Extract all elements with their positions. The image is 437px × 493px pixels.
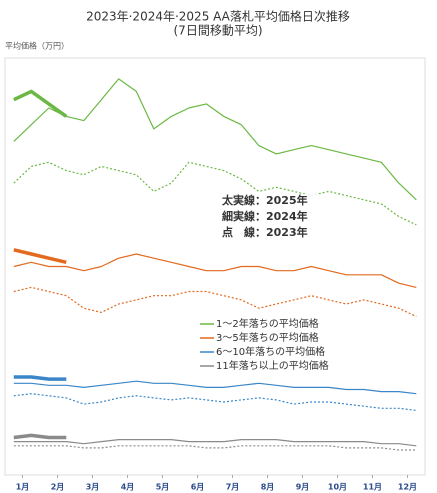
line-series [13,248,67,265]
x-tick-label: 12月 [398,483,417,492]
line-series [13,439,417,447]
legend-box [196,316,376,376]
x-tick-label: 9月 [296,483,310,492]
line-series [13,78,417,201]
line-series [13,161,417,226]
annotation-bg [220,210,320,224]
annotation: 細実線：2024年 [222,209,308,223]
x-tick-label: 3月 [86,483,100,492]
x-tick-label: 8月 [261,483,275,492]
x-tick-label: 10月 [328,483,347,492]
subtitle: (7日間移動平均) [174,24,263,38]
annotation-bg [220,226,320,240]
legend-label: 6～10年落ちの平均価格 [216,345,325,358]
x-tick-label: 7月 [226,483,240,492]
line-series [13,445,417,451]
line-series [13,253,417,288]
legend-label: 3～5年落ちの平均価格 [216,331,319,344]
x-tick-label: 6月 [191,483,205,492]
annotation: 太実線：2025年 [221,193,308,207]
y-axis-label: 平均価格（万円） [5,41,69,51]
x-tick-label: 5月 [156,483,170,492]
x-tick-label: 4月 [121,483,135,492]
x-tick-label: 11月 [363,483,382,492]
subtitle: 2023年·2024年·2025 AA落札平均価格日次推移 [86,9,350,24]
legend-label: 11年落ち以上の平均価格 [216,359,329,372]
line-series [13,433,67,440]
line-series [13,375,67,381]
line-series [13,393,417,411]
annotation-bg [220,194,320,208]
annotation: 点 線：2023年 [222,225,308,239]
legend-label: 1～2年落ちの平均価格 [216,317,319,330]
x-tick-label: 1月 [16,483,30,492]
line-series [13,380,417,395]
line-series [13,89,68,118]
x-tick-label: 2月 [51,483,65,492]
